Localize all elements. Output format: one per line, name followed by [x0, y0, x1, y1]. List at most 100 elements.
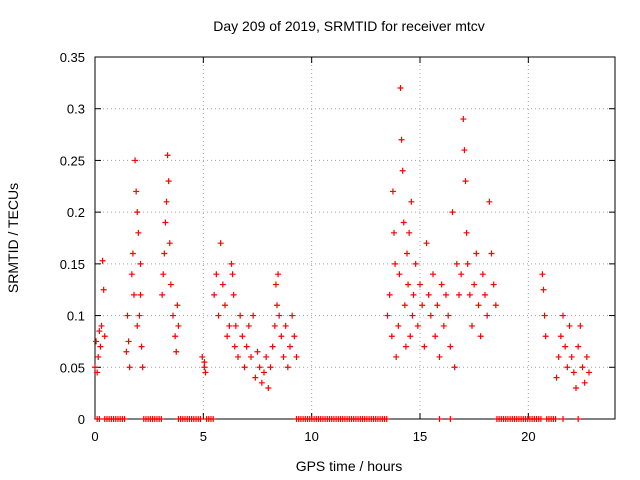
- data-point: [136, 312, 143, 319]
- data-point: [432, 333, 439, 340]
- data-point: [135, 229, 142, 236]
- data-point: [245, 322, 252, 329]
- data-point: [463, 229, 470, 236]
- data-point: [477, 333, 484, 340]
- data-point: [586, 369, 592, 376]
- data-point: [399, 167, 406, 174]
- grid-lines: [95, 57, 615, 419]
- data-point: [94, 369, 101, 376]
- data-point: [566, 322, 573, 329]
- data-point: [237, 312, 244, 319]
- data-point: [269, 343, 276, 350]
- data-point: [479, 271, 486, 278]
- data-point: [272, 281, 279, 288]
- data-point: [400, 219, 407, 226]
- zero-point: [383, 416, 390, 422]
- zero-point: [197, 416, 204, 422]
- data-point: [473, 250, 480, 257]
- zero-point: [436, 416, 443, 422]
- data-point: [490, 281, 497, 288]
- data-point: [201, 359, 208, 366]
- data-point: [388, 333, 395, 340]
- data-point: [438, 281, 445, 288]
- data-point: [410, 291, 417, 298]
- data-point: [228, 260, 235, 267]
- data-point: [278, 333, 285, 340]
- data-point: [486, 198, 493, 205]
- data-point: [395, 322, 402, 329]
- data-point: [414, 322, 421, 329]
- y-tick-label: 0.1: [67, 309, 85, 324]
- y-tick-label: 0.2: [67, 205, 85, 220]
- data-point: [232, 322, 239, 329]
- data-point: [575, 343, 582, 350]
- data-point: [384, 312, 391, 319]
- data-point: [163, 198, 170, 205]
- data-point: [440, 322, 447, 329]
- data-point: [539, 271, 546, 278]
- data-point: [215, 312, 222, 319]
- data-point: [161, 250, 168, 257]
- zero-point: [447, 416, 454, 422]
- data-point: [557, 333, 564, 340]
- data-point: [93, 338, 100, 345]
- data-point: [570, 369, 577, 376]
- data-point: [173, 348, 180, 355]
- data-point: [562, 343, 569, 350]
- data-point: [133, 188, 140, 195]
- zero-point: [96, 416, 103, 422]
- data-point: [162, 219, 169, 226]
- data-point: [471, 281, 478, 288]
- data-point: [137, 260, 144, 267]
- data-point: [159, 291, 166, 298]
- data-point: [131, 291, 137, 298]
- data-points: [92, 85, 592, 422]
- data-point: [217, 240, 224, 247]
- data-point: [555, 353, 562, 360]
- data-point: [404, 250, 410, 257]
- data-point: [408, 198, 415, 205]
- data-point: [175, 322, 182, 329]
- data-point: [129, 250, 136, 257]
- data-point: [393, 353, 400, 360]
- data-point: [466, 291, 473, 298]
- data-point: [137, 291, 144, 298]
- data-point: [430, 271, 436, 278]
- data-point: [573, 384, 579, 391]
- data-point: [202, 369, 209, 376]
- data-point: [583, 353, 590, 360]
- data-point: [488, 250, 495, 257]
- data-point: [434, 302, 441, 309]
- data-point: [389, 188, 396, 195]
- data-point: [397, 85, 404, 92]
- data-point: [219, 281, 226, 288]
- data-point: [248, 353, 254, 360]
- data-point: [282, 322, 289, 329]
- y-axis-label: SRMTID / TECUs: [5, 183, 21, 293]
- data-point: [492, 302, 499, 309]
- zero-point: [158, 416, 165, 422]
- zero-point: [121, 416, 128, 422]
- data-point: [542, 333, 549, 340]
- data-point: [436, 353, 443, 360]
- data-point: [254, 348, 261, 355]
- data-point: [261, 369, 267, 376]
- data-point: [406, 229, 413, 236]
- data-point: [172, 333, 179, 340]
- data-point: [166, 240, 173, 247]
- data-point: [458, 271, 465, 278]
- data-point: [275, 271, 282, 278]
- data-point: [96, 328, 103, 335]
- data-point: [241, 364, 248, 371]
- data-point: [579, 364, 586, 371]
- data-point: [409, 312, 416, 319]
- zero-point: [560, 416, 566, 422]
- y-tick-label: 0.35: [60, 50, 85, 65]
- axis-ticks: 0 0.05 0.1 0.15 0.2 0.25 0.3 0.35 0 5 10 15 20: [60, 50, 615, 444]
- data-point: [289, 312, 296, 319]
- y-tick-label: 0.05: [60, 360, 85, 375]
- data-point: [224, 333, 231, 340]
- data-point: [577, 322, 584, 329]
- data-point: [100, 286, 107, 293]
- data-point: [271, 322, 278, 329]
